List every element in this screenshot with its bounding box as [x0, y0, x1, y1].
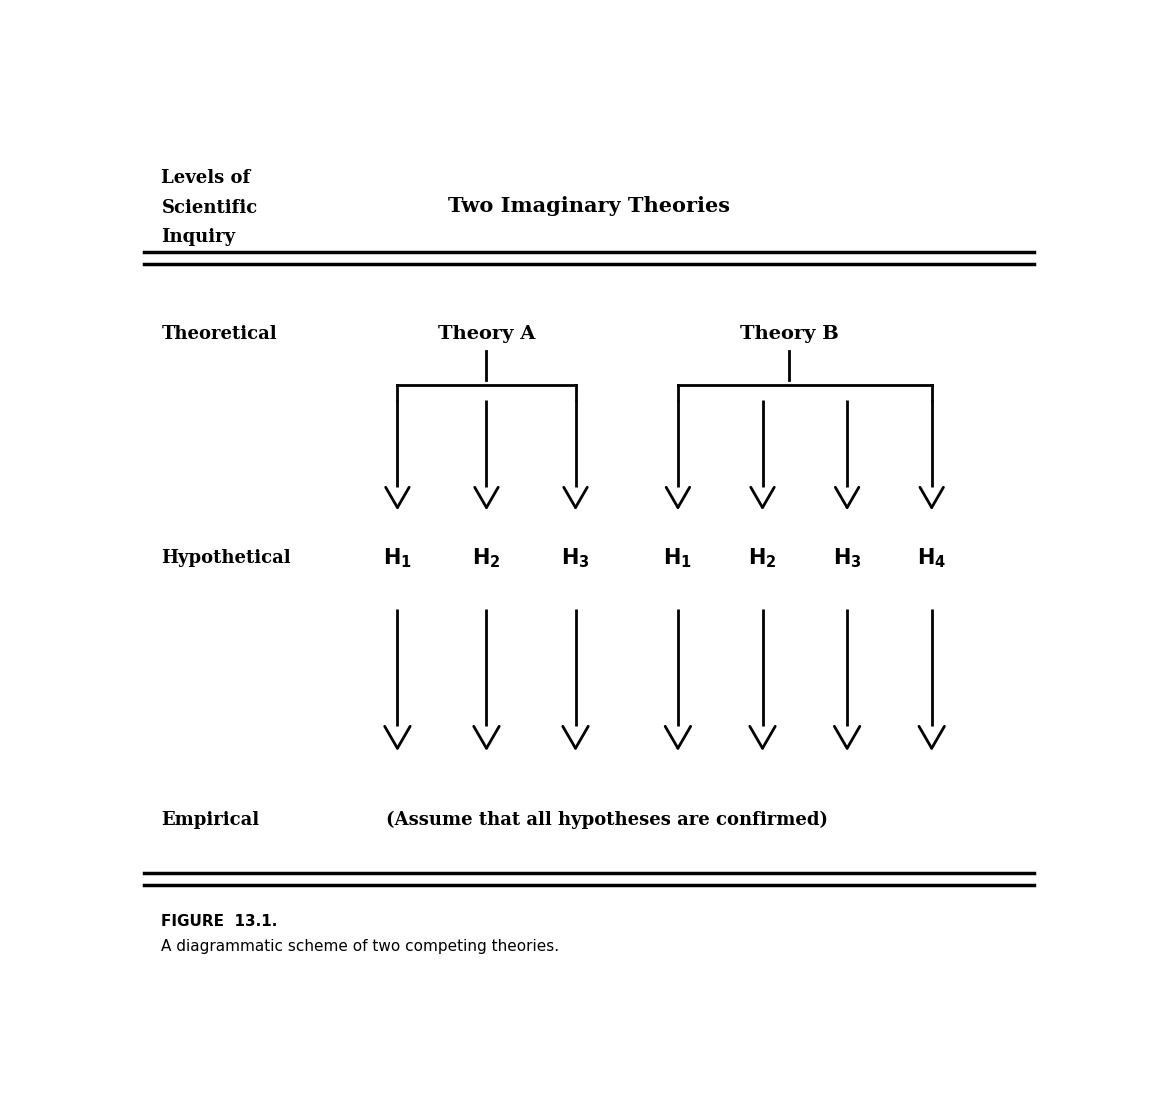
Text: Empirical: Empirical [161, 811, 260, 829]
Text: Scientific: Scientific [161, 199, 257, 217]
Text: FIGURE  13.1.: FIGURE 13.1. [161, 914, 278, 929]
Text: Hypothetical: Hypothetical [161, 550, 291, 567]
Text: (Assume that all hypotheses are confirmed): (Assume that all hypotheses are confirme… [386, 811, 827, 829]
Text: Theoretical: Theoretical [161, 326, 277, 343]
Text: Inquiry: Inquiry [161, 228, 236, 246]
Text: $\mathbf{H_3}$: $\mathbf{H_3}$ [833, 546, 862, 570]
Text: Levels of: Levels of [161, 169, 250, 188]
Text: $\mathbf{H_1}$: $\mathbf{H_1}$ [383, 546, 411, 570]
Text: $\mathbf{H_2}$: $\mathbf{H_2}$ [748, 546, 777, 570]
Text: $\mathbf{H_2}$: $\mathbf{H_2}$ [472, 546, 501, 570]
Text: Theory A: Theory A [438, 326, 535, 343]
Text: $\mathbf{H_1}$: $\mathbf{H_1}$ [663, 546, 693, 570]
Text: A diagrammatic scheme of two competing theories.: A diagrammatic scheme of two competing t… [161, 939, 560, 954]
Text: $\mathbf{H_4}$: $\mathbf{H_4}$ [917, 546, 947, 570]
Text: Two Imaginary Theories: Two Imaginary Theories [448, 196, 730, 216]
Text: $\mathbf{H_3}$: $\mathbf{H_3}$ [561, 546, 589, 570]
Text: Theory B: Theory B [740, 326, 839, 343]
